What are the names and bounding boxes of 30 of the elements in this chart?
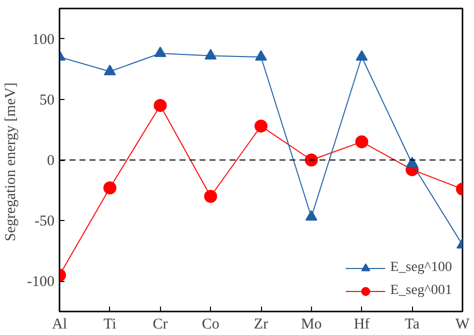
- y-tick-label: 100: [32, 32, 54, 48]
- x-tick-label: Zr: [254, 316, 268, 332]
- x-tick-label: W: [455, 316, 470, 332]
- y-tick-label: 50: [40, 92, 54, 108]
- legend-label: E_seg^001: [390, 283, 452, 299]
- point: [304, 154, 318, 166]
- point: [154, 98, 167, 112]
- point: [204, 48, 217, 60]
- y-tick-label: -100: [27, 274, 55, 290]
- y-axis-title: Segregation energy [meV]: [3, 82, 20, 242]
- point: [255, 50, 267, 61]
- y-tick-label: -50: [34, 214, 55, 230]
- x-tick-label: Hf: [354, 316, 370, 332]
- x-tick-label: Co: [202, 316, 220, 332]
- x-tick-label: Mo: [300, 316, 322, 332]
- x-tick-label: Cr: [152, 316, 168, 332]
- point: [254, 120, 268, 133]
- point: [406, 156, 418, 168]
- point: [104, 64, 116, 76]
- point: [204, 190, 218, 203]
- point: [355, 135, 368, 148]
- y-tick-label: 0: [47, 153, 54, 169]
- x-tick-label: Al: [52, 316, 67, 332]
- x-tick-label: Ti: [103, 316, 116, 332]
- point: [356, 50, 368, 61]
- legend-label: E_seg^100: [390, 260, 452, 276]
- point: [103, 181, 116, 194]
- x-tick-label: Ta: [404, 316, 420, 332]
- point: [154, 46, 166, 58]
- point: [305, 210, 318, 221]
